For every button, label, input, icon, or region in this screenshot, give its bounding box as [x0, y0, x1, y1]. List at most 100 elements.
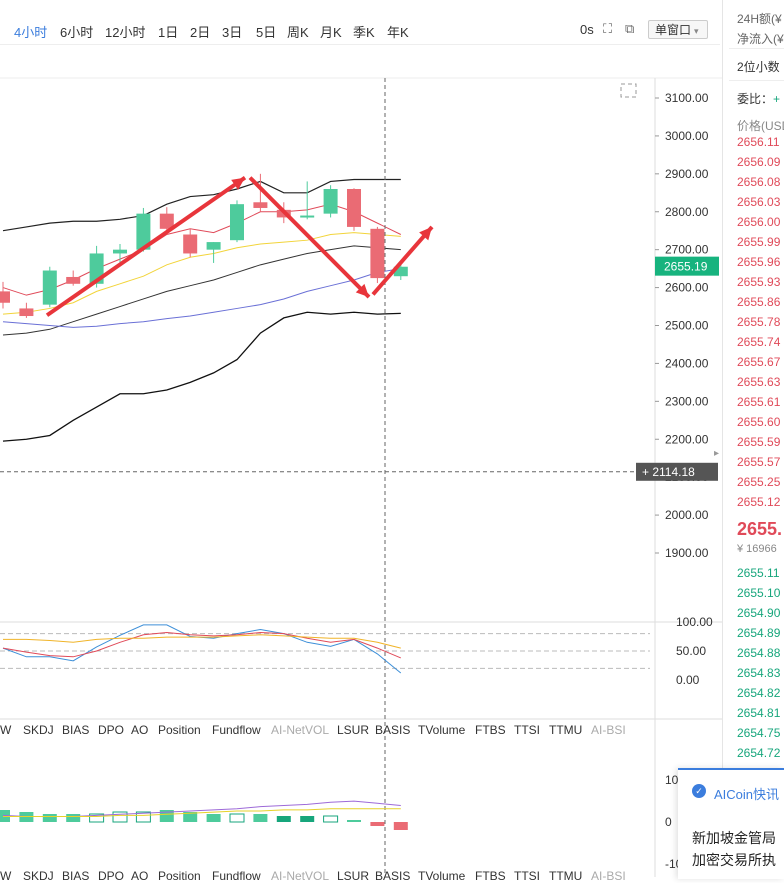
countdown-label: 0s [580, 22, 594, 37]
ask-price[interactable]: 2655.63 [737, 375, 781, 389]
window-mode-label: 单窗口 [655, 23, 692, 37]
indicator-tab-5[interactable]: Position [158, 723, 201, 737]
indicator-tab-0[interactable]: BW [0, 869, 12, 883]
volume-bar [370, 822, 385, 826]
indicator-tab-8[interactable]: LSUR [337, 869, 370, 883]
candle-body [300, 215, 315, 218]
timeframe-4[interactable]: 2日 [190, 25, 211, 40]
ask-price[interactable]: 2655.67 [737, 355, 781, 369]
ask-price[interactable]: 2655.60 [737, 415, 781, 429]
candle-body [206, 242, 221, 250]
ask-price[interactable]: 2656.11 [737, 135, 780, 149]
collapse-panel-handle[interactable]: ▸ [714, 448, 720, 459]
indicator-tab-4[interactable]: AO [131, 869, 149, 883]
bid-price[interactable]: 2654.88 [737, 646, 781, 660]
decimals-select[interactable]: 2位小数 [737, 60, 780, 74]
indicator-tab-1[interactable]: SKDJ [23, 723, 54, 737]
indicator-tab-7[interactable]: AI-NetVOL [271, 869, 330, 883]
bid-price[interactable]: 2655.10 [737, 586, 781, 600]
ask-price[interactable]: 2655.61 [737, 395, 781, 409]
indicator-tab-13[interactable]: TTMU [549, 723, 583, 737]
ask-price[interactable]: 2655.96 [737, 255, 781, 269]
timeframe-9[interactable]: 季K [353, 25, 375, 40]
ask-price[interactable]: 2655.78 [737, 315, 781, 329]
ask-price[interactable]: 2655.74 [737, 335, 781, 349]
ask-price[interactable]: 2655.86 [737, 295, 781, 309]
price-tick-label: 3100.00 [665, 91, 709, 105]
ask-price[interactable]: 2655.25 [737, 475, 781, 489]
ask-price[interactable]: 2655.59 [737, 435, 781, 449]
candle-body [19, 308, 34, 317]
ask-price[interactable]: 2655.99 [737, 235, 781, 249]
indicator-tab-9[interactable]: BASIS [375, 869, 411, 883]
chart-area[interactable]: 3100.00 3000.00 2900.00 2800.00 2700.00 2600.… [0, 44, 722, 877]
indicator-tab-7[interactable]: AI-NetVOL [271, 723, 330, 737]
trend-arrow-shaft [371, 225, 434, 296]
bid-price[interactable]: 2654.90 [737, 606, 781, 620]
last-price: 2655. [737, 519, 783, 539]
indicator-tab-9[interactable]: BASIS [375, 723, 411, 737]
fullscreen-icon[interactable]: ⛶ [603, 21, 613, 36]
news-card[interactable]: ✓ AICoin快讯 新加坡金管局 加密交易所执 [678, 768, 784, 879]
price-tick-label: 2200.00 [665, 432, 709, 446]
bid-price[interactable]: 2654.75 [737, 726, 781, 740]
osc-line-j [3, 634, 401, 649]
timeframe-6[interactable]: 5日 [256, 25, 277, 40]
bid-price[interactable]: 2654.81 [737, 706, 781, 720]
candle-body [159, 213, 174, 229]
ratio-value: + [773, 92, 781, 106]
ask-price[interactable]: 2656.00 [737, 215, 781, 229]
ask-price[interactable]: 2655.12 [737, 495, 781, 509]
indicator-tab-5[interactable]: Position [158, 869, 201, 883]
price-tick-label: 2500.00 [665, 319, 709, 333]
window-mode-select[interactable]: 单窗口 ▾ [648, 20, 708, 39]
indicator-tab-1[interactable]: SKDJ [23, 869, 54, 883]
indicator-tab-12[interactable]: TTSI [514, 723, 540, 737]
ask-price[interactable]: 2656.03 [737, 195, 781, 209]
indicator-tab-2[interactable]: BIAS [62, 723, 90, 737]
candle-body [347, 189, 361, 227]
timeframe-1[interactable]: 6小时 [60, 25, 94, 40]
indicator-tab-3[interactable]: DPO [98, 723, 125, 737]
indicator-tab-13[interactable]: TTMU [549, 869, 583, 883]
volume-bar [159, 810, 174, 822]
volume-bar [276, 816, 291, 822]
indicator-tab-11[interactable]: FTBS [475, 723, 506, 737]
indicator-tab-4[interactable]: AO [131, 723, 149, 737]
timeframe-7[interactable]: 周K [287, 25, 309, 40]
indicator-tab-11[interactable]: FTBS [475, 869, 506, 883]
order-book-panel: 24H额(¥ 净流入(¥ 2位小数 委比：+ 价格(USD 2656.11 265… [722, 0, 784, 877]
trend-arrow-head [231, 177, 245, 190]
indicator-tab-8[interactable]: LSUR [337, 723, 370, 737]
indicator-tab-2[interactable]: BIAS [62, 869, 90, 883]
bid-price[interactable]: 2654.83 [737, 666, 781, 680]
timeframe-5[interactable]: 3日 [222, 25, 243, 40]
timeframe-10[interactable]: 年K [387, 25, 409, 40]
bid-price[interactable]: 2654.89 [737, 626, 781, 640]
indicator-tab-14[interactable]: AI-BSI [591, 723, 626, 737]
indicator-tab-12[interactable]: TTSI [514, 869, 540, 883]
timeframe-0[interactable]: 4小时 [14, 25, 48, 40]
ask-price[interactable]: 2655.93 [737, 275, 781, 289]
ask-price[interactable]: 2655.57 [737, 455, 781, 469]
indicator-tab-0[interactable]: BW [0, 723, 12, 737]
timeframe-3[interactable]: 1日 [158, 25, 179, 40]
indicator-tab-14[interactable]: AI-BSI [591, 869, 626, 883]
volume-bar [42, 814, 57, 822]
candle-body [370, 228, 385, 279]
indicator-tab-6[interactable]: Fundflow [212, 869, 261, 883]
popout-icon[interactable]: ⧉ [625, 21, 635, 36]
timeframe-2[interactable]: 12小时 [105, 25, 146, 40]
bid-price[interactable]: 2654.72 [737, 746, 781, 760]
bid-price[interactable]: 2654.82 [737, 686, 781, 700]
ma-line-blue [2, 268, 401, 328]
ask-price[interactable]: 2656.09 [737, 155, 781, 169]
bid-price[interactable]: 2655.11 [737, 566, 780, 580]
indicator-tab-6[interactable]: Fundflow [212, 723, 261, 737]
timeframe-8[interactable]: 月K [320, 25, 342, 40]
upper-band-line [2, 178, 401, 232]
indicator-tab-10[interactable]: TVolume [418, 869, 466, 883]
ask-price[interactable]: 2656.08 [737, 175, 781, 189]
indicator-tab-3[interactable]: DPO [98, 869, 125, 883]
indicator-tab-10[interactable]: TVolume [418, 723, 466, 737]
